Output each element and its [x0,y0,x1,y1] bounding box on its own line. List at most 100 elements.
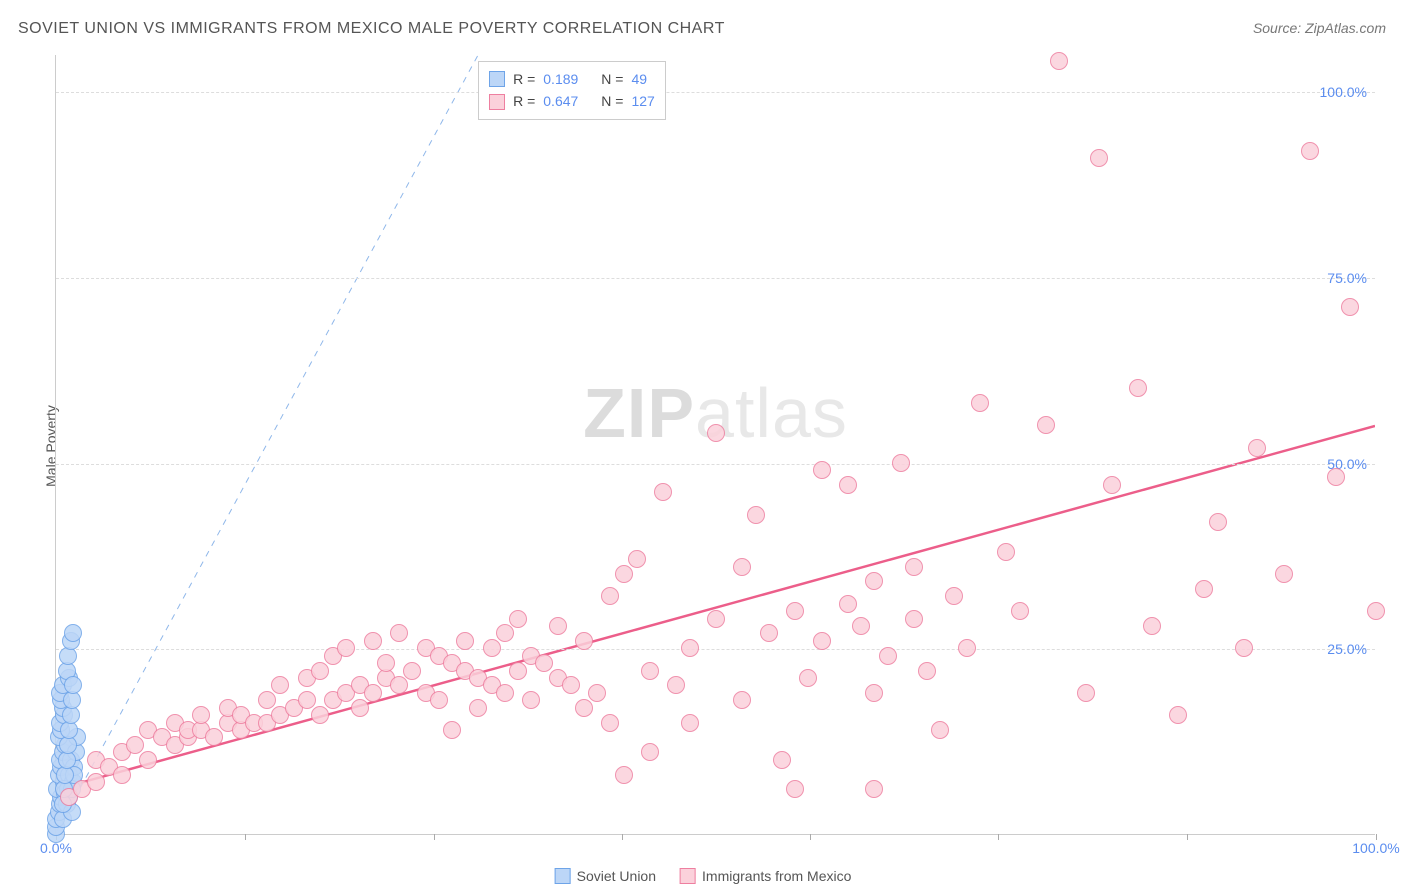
scatter-point-soviet [64,624,82,642]
bottom-legend-item: Immigrants from Mexico [680,868,851,884]
x-tick-mark [998,834,999,840]
stats-legend-row-soviet: R =0.189N =49 [489,68,655,90]
scatter-point-mexico [905,558,923,576]
scatter-point-mexico [1077,684,1095,702]
watermark-zip: ZIP [583,374,695,452]
scatter-point-mexico [707,424,725,442]
scatter-point-mexico [786,602,804,620]
scatter-point-mexico [615,565,633,583]
scatter-point-mexico [509,662,527,680]
scatter-point-mexico [733,691,751,709]
x-tick-mark [245,834,246,840]
x-tick-mark [810,834,811,840]
scatter-point-mexico [997,543,1015,561]
scatter-point-mexico [931,721,949,739]
legend-label: Soviet Union [577,868,656,884]
scatter-point-mexico [139,751,157,769]
scatter-point-mexico [390,676,408,694]
scatter-point-mexico [1037,416,1055,434]
scatter-point-mexico [773,751,791,769]
bottom-legend-item: Soviet Union [555,868,656,884]
scatter-point-mexico [865,780,883,798]
scatter-point-mexico [865,684,883,702]
scatter-point-mexico [641,743,659,761]
scatter-point-mexico [1248,439,1266,457]
scatter-point-mexico [126,736,144,754]
scatter-point-mexico [483,639,501,657]
scatter-point-mexico [707,610,725,628]
scatter-point-mexico [469,699,487,717]
scatter-point-mexico [271,676,289,694]
scatter-point-mexico [892,454,910,472]
chart-title: SOVIET UNION VS IMMIGRANTS FROM MEXICO M… [18,20,725,38]
scatter-point-mexico [351,699,369,717]
scatter-point-mexico [443,721,461,739]
stat-r-label: R = [513,68,535,90]
scatter-point-mexico [1129,379,1147,397]
scatter-point-mexico [1090,149,1108,167]
scatter-point-mexico [311,662,329,680]
gridline-horizontal [56,464,1375,465]
scatter-point-mexico [839,595,857,613]
x-tick-label: 100.0% [1352,840,1399,856]
scatter-point-mexico [786,780,804,798]
scatter-point-mexico [747,506,765,524]
scatter-point-mexico [258,691,276,709]
scatter-point-mexico [298,691,316,709]
scatter-point-mexico [1143,617,1161,635]
scatter-point-mexico [364,632,382,650]
scatter-point-mexico [87,773,105,791]
scatter-point-mexico [575,632,593,650]
gridline-horizontal [56,278,1375,279]
stat-n-label: N = [601,68,623,90]
scatter-point-mexico [1275,565,1293,583]
y-tick-label: 75.0% [1307,270,1367,286]
plot-area: ZIPatlas 25.0%50.0%75.0%100.0%0.0%100.0%… [55,55,1375,835]
scatter-point-mexico [1169,706,1187,724]
chart-container: SOVIET UNION VS IMMIGRANTS FROM MEXICO M… [0,0,1406,892]
stat-n-label: N = [601,90,623,112]
stat-r-value: 0.189 [543,68,593,90]
scatter-point-mexico [311,706,329,724]
scatter-point-mexico [522,691,540,709]
scatter-point-mexico [852,617,870,635]
scatter-point-mexico [1301,142,1319,160]
x-tick-mark [434,834,435,840]
scatter-point-mexico [337,639,355,657]
stat-r-label: R = [513,90,535,112]
scatter-point-mexico [403,662,421,680]
legend-swatch [555,868,571,884]
legend-swatch-soviet [489,71,505,87]
scatter-point-mexico [813,632,831,650]
scatter-point-mexico [1327,468,1345,486]
scatter-point-mexico [865,572,883,590]
y-tick-label: 100.0% [1307,84,1367,100]
scatter-point-mexico [377,654,395,672]
scatter-point-mexico [509,610,527,628]
scatter-point-mexico [945,587,963,605]
scatter-point-mexico [1011,602,1029,620]
scatter-point-mexico [839,476,857,494]
scatter-point-mexico [601,587,619,605]
scatter-point-mexico [1103,476,1121,494]
scatter-point-mexico [1050,52,1068,70]
gridline-horizontal [56,649,1375,650]
scatter-point-mexico [1209,513,1227,531]
x-tick-mark [622,834,623,840]
scatter-point-mexico [641,662,659,680]
scatter-point-mexico [601,714,619,732]
gridline-horizontal [56,92,1375,93]
scatter-point-mexico [535,654,553,672]
scatter-point-mexico [205,728,223,746]
scatter-point-mexico [430,691,448,709]
scatter-point-mexico [1195,580,1213,598]
scatter-point-mexico [496,624,514,642]
source-attribution: Source: ZipAtlas.com [1253,20,1386,36]
bottom-legend: Soviet Union Immigrants from Mexico [555,868,852,884]
scatter-point-mexico [364,684,382,702]
scatter-point-mexico [681,639,699,657]
scatter-point-mexico [971,394,989,412]
scatter-point-mexico [799,669,817,687]
scatter-point-mexico [958,639,976,657]
scatter-point-mexico [615,766,633,784]
